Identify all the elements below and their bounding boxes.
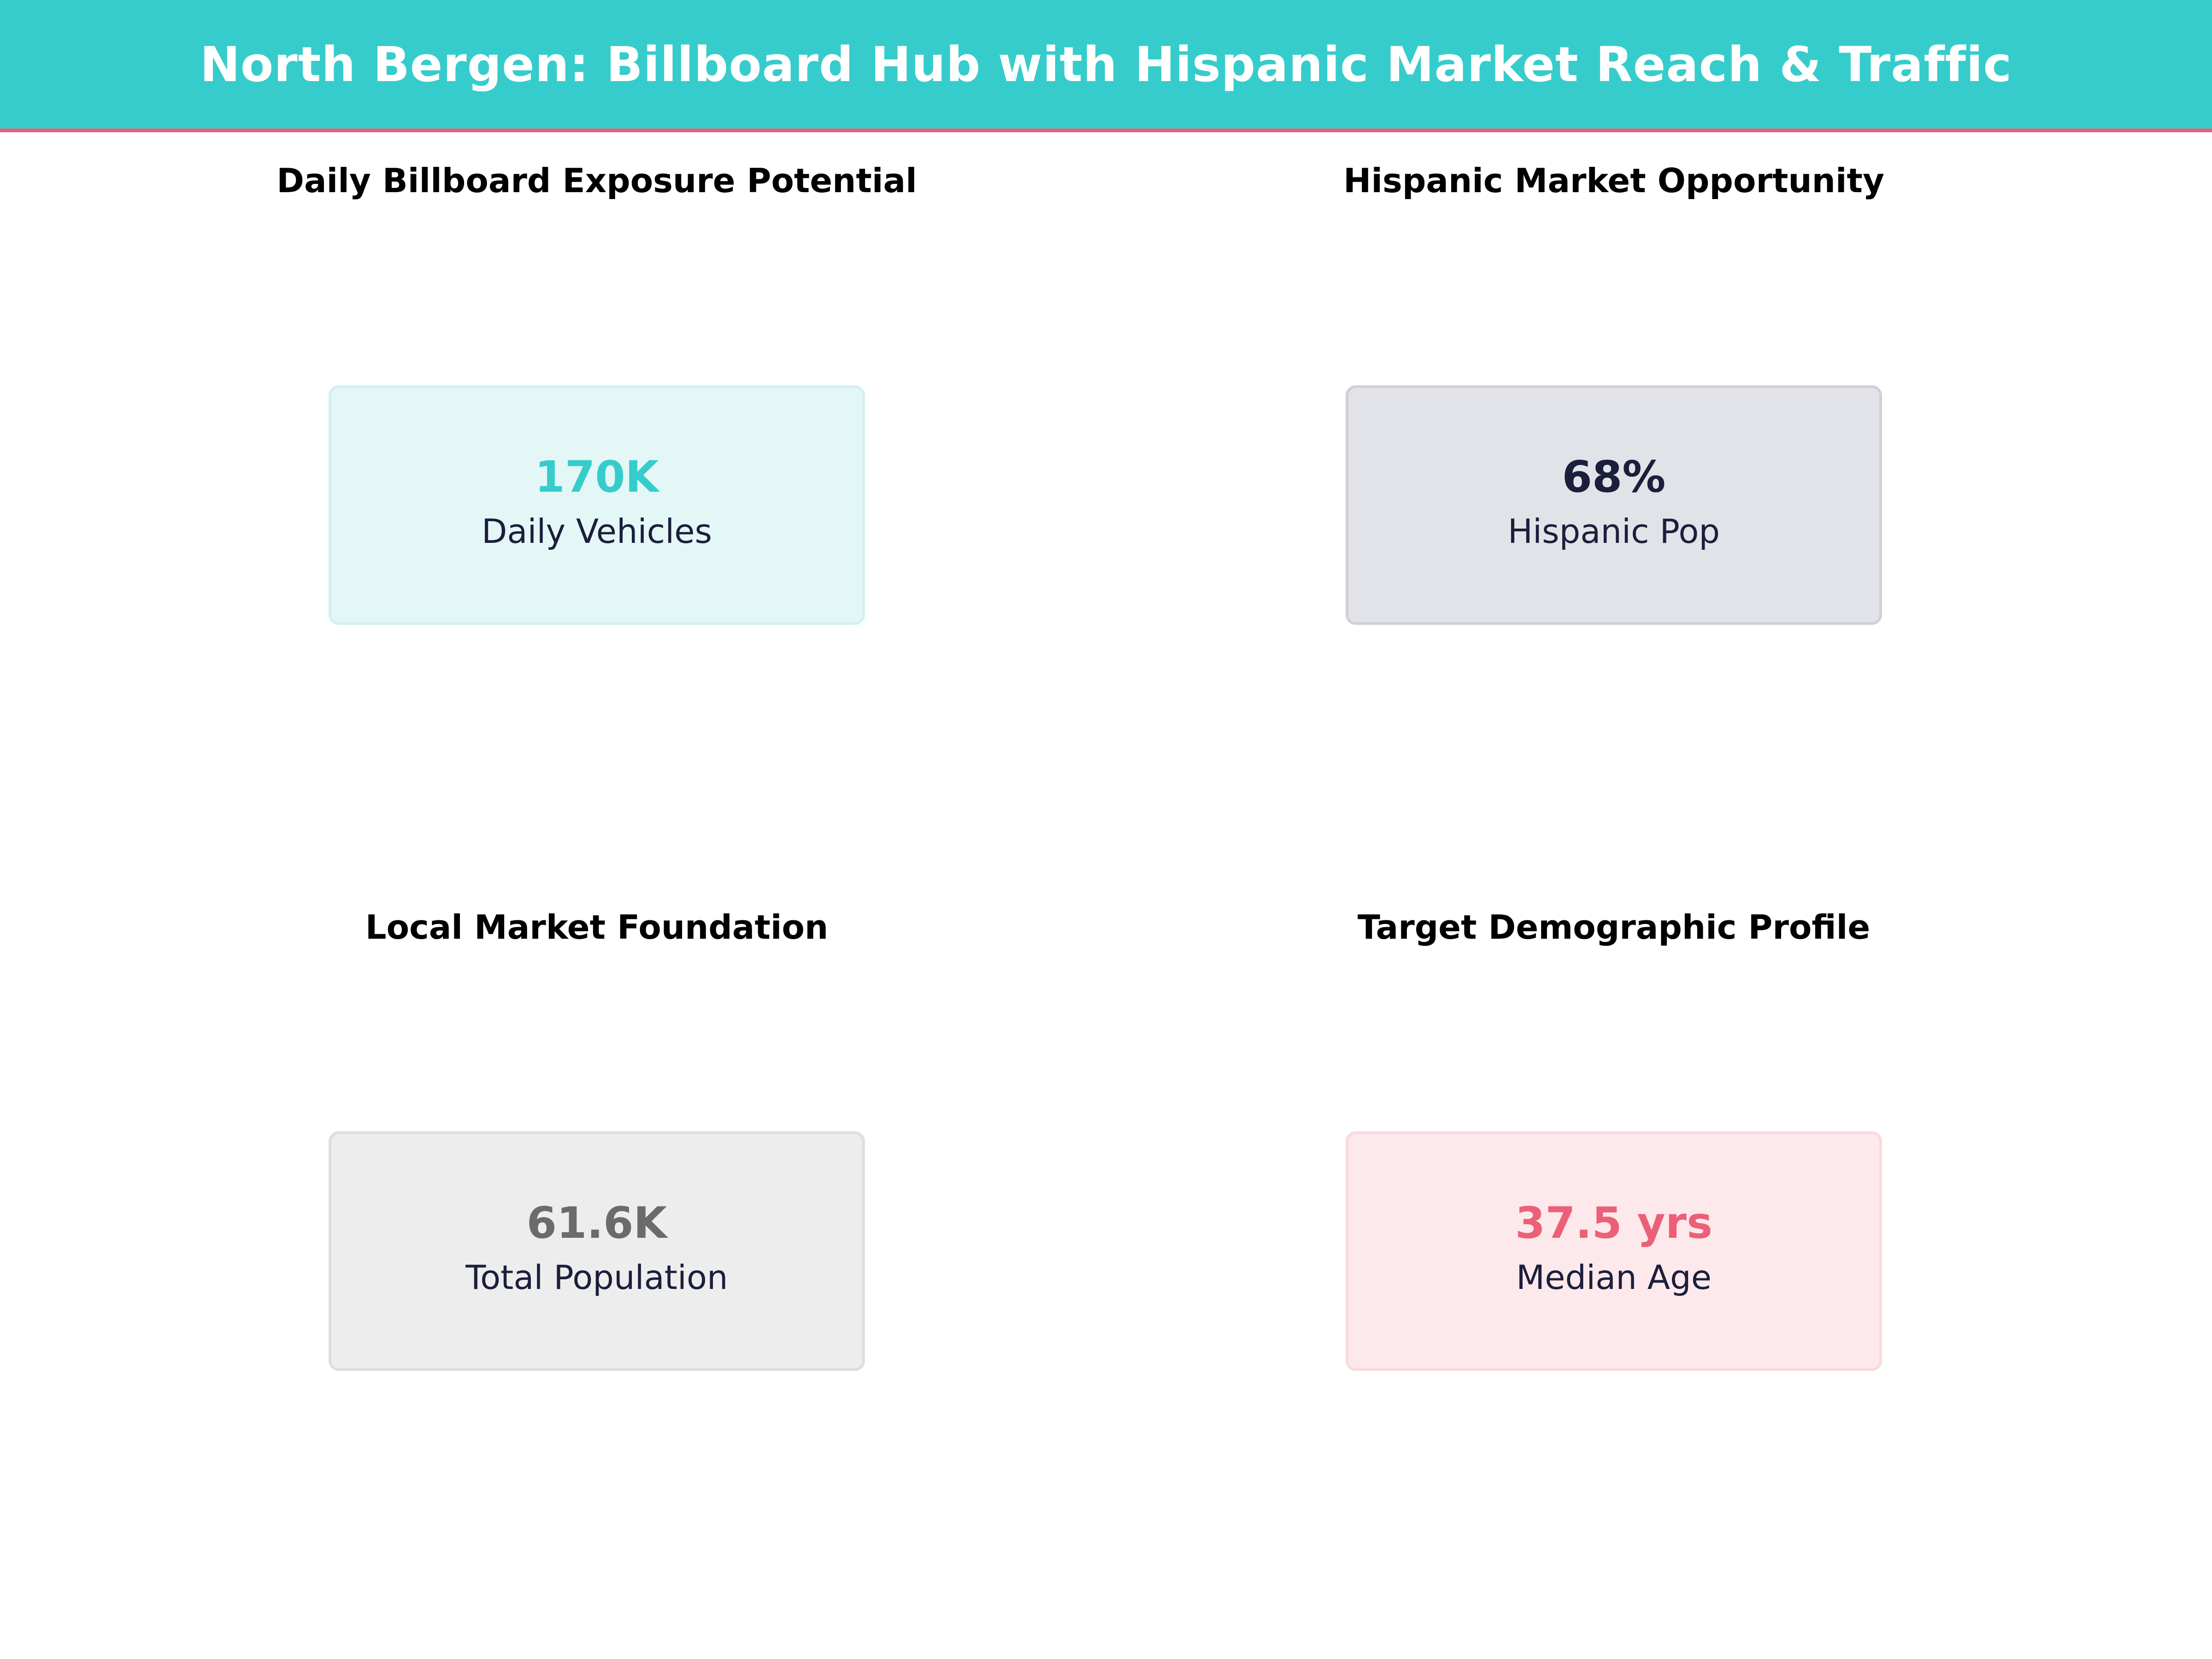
panel-title-local-market: Local Market Foundation bbox=[365, 908, 829, 947]
kpi-card-total-population: 61.6K Total Population bbox=[329, 1131, 865, 1371]
kpi-label: Hispanic Pop bbox=[1507, 512, 1720, 551]
kpi-label: Median Age bbox=[1516, 1258, 1712, 1297]
kpi-value: 61.6K bbox=[526, 1198, 667, 1248]
kpi-value: 37.5 yrs bbox=[1515, 1198, 1713, 1248]
page-title: North Bergen: Billboard Hub with Hispani… bbox=[200, 36, 2012, 93]
panel-title-target-demographic: Target Demographic Profile bbox=[1357, 908, 1871, 947]
kpi-label: Total Population bbox=[465, 1258, 728, 1297]
kpi-label: Daily Vehicles bbox=[481, 512, 712, 551]
panel-title-hispanic-market: Hispanic Market Opportunity bbox=[1343, 161, 1884, 200]
panel-title-daily-exposure: Daily Billboard Exposure Potential bbox=[276, 161, 917, 200]
kpi-value: 170K bbox=[535, 452, 659, 502]
kpi-value: 68% bbox=[1562, 452, 1666, 502]
kpi-card-median-age: 37.5 yrs Median Age bbox=[1346, 1131, 1882, 1371]
kpi-card-daily-vehicles: 170K Daily Vehicles bbox=[329, 385, 865, 625]
header-banner: North Bergen: Billboard Hub with Hispani… bbox=[0, 0, 2212, 132]
kpi-card-hispanic-pop: 68% Hispanic Pop bbox=[1346, 385, 1882, 625]
